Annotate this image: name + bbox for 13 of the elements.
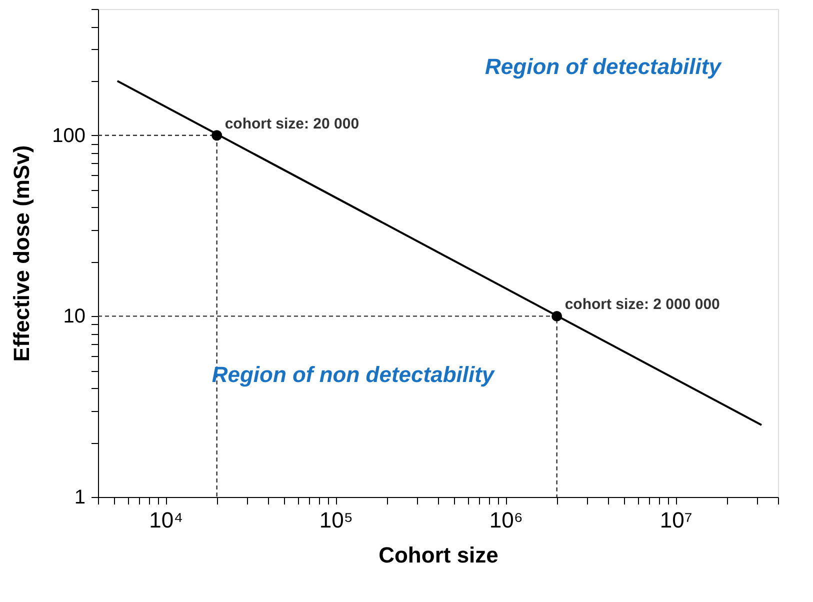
annotation: Region of detectability	[485, 54, 723, 79]
x-tick-label: 10⁴	[149, 508, 184, 532]
x-tick-label: 10⁵	[319, 508, 353, 532]
y-tick-label: 10	[63, 306, 86, 328]
y-tick-label: 100	[52, 124, 86, 147]
x-axis-title: Cohort size	[378, 542, 498, 568]
annotation: cohort size: 2 000 000	[564, 296, 720, 314]
x-tick-label: 10⁶	[489, 508, 523, 532]
x-tick-label: 10⁷	[660, 508, 692, 532]
y-axis-title: Effective dose (mSv)	[9, 145, 34, 362]
annotation: Region of non detectability	[212, 362, 496, 387]
y-tick-label: 1	[74, 486, 86, 508]
annotation: cohort size: 20 000	[224, 115, 360, 132]
